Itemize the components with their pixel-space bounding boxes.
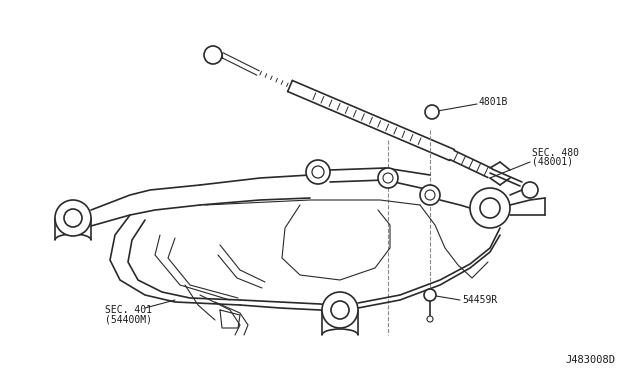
Circle shape xyxy=(480,198,500,218)
Circle shape xyxy=(424,289,436,301)
Circle shape xyxy=(378,168,398,188)
Circle shape xyxy=(64,209,82,227)
Circle shape xyxy=(322,292,358,328)
Circle shape xyxy=(383,173,393,183)
Circle shape xyxy=(331,301,349,319)
Text: 4801B: 4801B xyxy=(479,97,508,107)
Circle shape xyxy=(425,190,435,200)
Circle shape xyxy=(470,188,510,228)
Circle shape xyxy=(420,185,440,205)
Circle shape xyxy=(312,166,324,178)
Circle shape xyxy=(427,316,433,322)
Text: SEC. 401: SEC. 401 xyxy=(105,305,152,315)
Circle shape xyxy=(204,46,222,64)
Text: 54459R: 54459R xyxy=(462,295,497,305)
Circle shape xyxy=(55,200,91,236)
Circle shape xyxy=(425,105,439,119)
Text: J483008D: J483008D xyxy=(565,355,615,365)
Text: SEC. 480: SEC. 480 xyxy=(532,148,579,158)
Text: (54400M): (54400M) xyxy=(105,315,152,325)
Circle shape xyxy=(306,160,330,184)
Text: (48001): (48001) xyxy=(532,156,573,166)
Circle shape xyxy=(522,182,538,198)
